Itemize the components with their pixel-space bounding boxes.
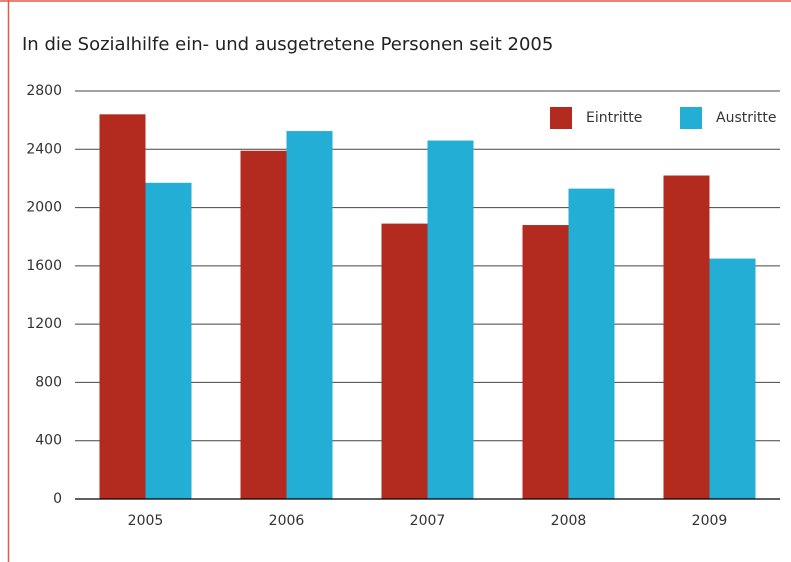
y-tick-label: 2800 <box>26 83 62 99</box>
x-tick-label: 2006 <box>269 513 305 529</box>
y-tick-label: 2000 <box>26 200 62 216</box>
bar <box>568 188 615 499</box>
legend-label: Eintritte <box>586 110 642 126</box>
bar <box>145 182 192 500</box>
x-tick-label: 2007 <box>410 513 446 529</box>
legend-label: Austritte <box>716 110 776 126</box>
x-tick-label: 2008 <box>551 513 587 529</box>
y-tick-label: 400 <box>35 433 62 449</box>
bar <box>286 131 333 500</box>
bar <box>240 150 287 499</box>
y-tick-label: 2400 <box>26 141 62 157</box>
bar <box>427 140 474 500</box>
x-tick-label: 2005 <box>128 513 164 529</box>
bar <box>99 114 146 500</box>
bar <box>522 225 569 500</box>
y-tick-label: 1200 <box>26 316 62 332</box>
y-tick-label: 800 <box>35 374 62 390</box>
x-tick-label: 2009 <box>692 513 728 529</box>
bar <box>663 175 710 499</box>
bar <box>709 258 756 499</box>
bar <box>381 223 428 499</box>
y-tick-label: 0 <box>53 491 62 507</box>
y-tick-label: 1600 <box>26 258 62 274</box>
chart-title: In die Sozialhilfe ein- und ausgetretene… <box>22 34 553 55</box>
legend-swatch <box>680 107 702 129</box>
legend-swatch <box>550 107 572 129</box>
